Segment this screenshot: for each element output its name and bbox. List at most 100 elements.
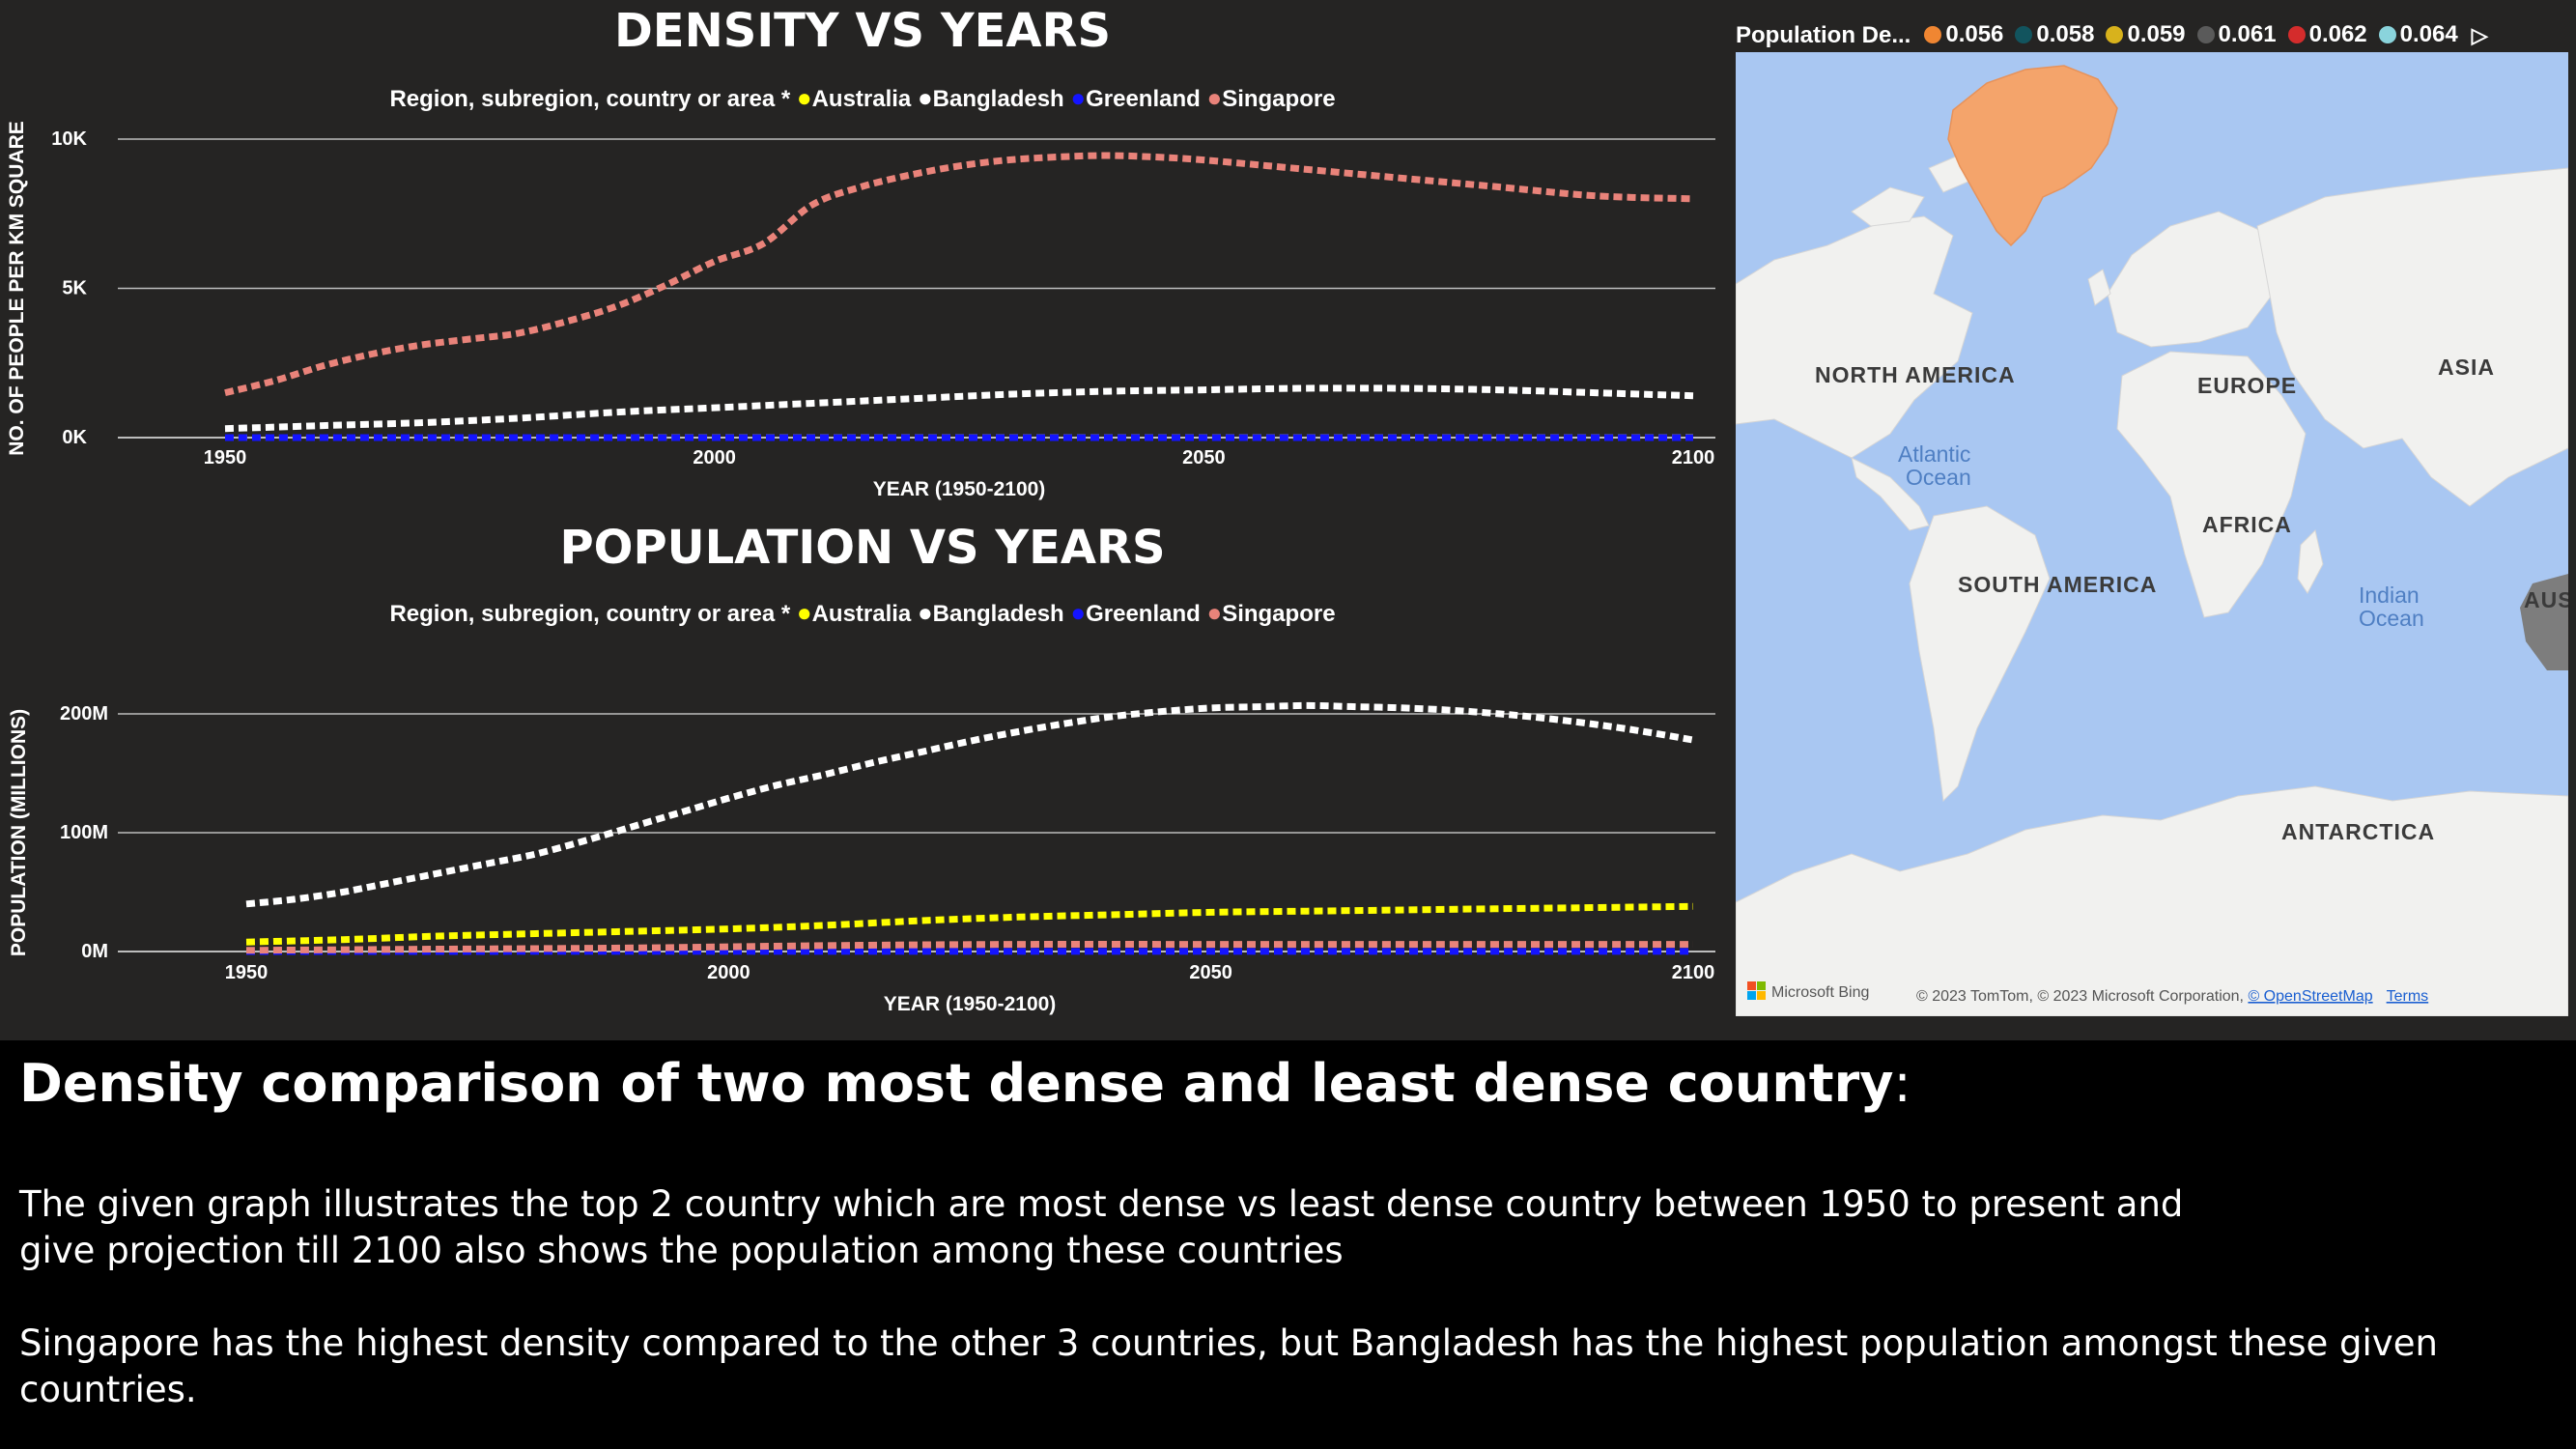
legend-dot-icon — [2378, 26, 2396, 43]
chart-density: DENSITY VS YEARS Region, subregion, count… — [6, 4, 1715, 500]
legend-title: Region, subregion, country or area * — [389, 86, 796, 112]
bing-logo-tile — [1747, 991, 1756, 1000]
greenland-highlight — [1947, 65, 2118, 247]
bing-logo-tile — [1757, 981, 1766, 990]
chart-population: POPULATION VS YEARS Region, subregion, co… — [8, 521, 1715, 1015]
legend-dot-icon — [2287, 26, 2306, 43]
map-attribution: Microsoft Bing © 2023 TomTom, © 2023 Mic… — [1747, 981, 2428, 1005]
legend-dot-icon: ● — [918, 598, 933, 627]
series-line-bangladesh — [245, 701, 1694, 908]
bing-logo-tile — [1757, 991, 1766, 1000]
y-tick-label: 10K — [51, 128, 87, 150]
para-1-line-1: The given graph illustrates the top 2 co… — [19, 1183, 2184, 1225]
legend-dot-icon: ● — [797, 83, 812, 112]
label-north-america: NORTH AMERICA — [1815, 362, 2016, 387]
legend-dot-icon: ● — [1070, 83, 1086, 112]
land-masses — [1736, 153, 2568, 1016]
caption-heading-suffix: : — [1893, 1053, 1911, 1114]
legend-item-label[interactable]: Australia — [812, 601, 918, 627]
legend-dot-icon: ● — [1070, 598, 1086, 627]
map-legend-label: 0.062 — [2308, 21, 2367, 47]
series-line-bangladesh — [224, 384, 1694, 433]
map-legend-title: Population De... — [1736, 22, 1911, 48]
legend-next-icon[interactable]: ▷ — [2471, 23, 2488, 47]
attribution-copyright: © 2023 TomTom, © 2023 Microsoft Corporat… — [1916, 988, 2248, 1005]
label-antarctica: ANTARCTICA — [2281, 819, 2435, 844]
para-2-line-1: Singapore has the highest density compar… — [19, 1322, 2438, 1364]
land-british-isles — [2087, 269, 2111, 306]
map-visual[interactable]: NORTH AMERICA EUROPE ASIA Atlantic Ocean… — [1736, 52, 2568, 1016]
terms-link[interactable]: Terms — [2387, 988, 2429, 1005]
charts-area: DENSITY VS YEARS Region, subregion, count… — [6, 4, 1715, 1015]
map-legend-item[interactable]: 0.059 — [2106, 21, 2186, 48]
legend-dot-icon: ● — [1206, 83, 1222, 112]
osm-link[interactable]: © OpenStreetMap — [2248, 988, 2372, 1005]
map-legend-item[interactable]: 0.062 — [2287, 21, 2367, 48]
x-tick-label: 2000 — [693, 447, 736, 469]
legend-item-label[interactable]: Singapore — [1222, 86, 1335, 112]
map-legend[interactable]: Population De... 0.056 0.058 0.059 0.061 0.0… — [1736, 14, 2576, 58]
land-australia — [2520, 574, 2568, 670]
label-australia-partial: AUS — [2524, 587, 2568, 612]
x-tick-label: 2100 — [1672, 447, 1715, 469]
legend-item-label[interactable]: Greenland — [1086, 86, 1206, 112]
legend-dot-icon — [2196, 26, 2215, 43]
legend-dot-icon — [2015, 26, 2033, 43]
map-legend-item[interactable]: 0.058 — [2015, 21, 2094, 48]
x-tick-label: 2000 — [707, 962, 750, 983]
series-line-singapore — [245, 941, 1693, 954]
x-tick-label: 2050 — [1189, 962, 1232, 983]
label-south-america: SOUTH AMERICA — [1958, 572, 2157, 597]
map-legend-label: 0.064 — [2399, 21, 2458, 47]
map-labels: NORTH AMERICA EUROPE ASIA Atlantic Ocean… — [1815, 355, 2568, 844]
x-axis-label: YEAR (1950-2100) — [884, 993, 1057, 1015]
caption-paragraph-2: Singapore has the highest density compar… — [19, 1321, 2492, 1413]
label-indian-1: Indian — [2359, 582, 2420, 608]
bing-logo-icon — [1747, 981, 1756, 990]
map-legend-label: 0.061 — [2218, 21, 2277, 47]
map-legend-label: 0.058 — [2036, 21, 2095, 47]
legend-item-label[interactable]: Bangladesh — [933, 86, 1071, 112]
land-asia — [2256, 167, 2568, 507]
series-line-singapore — [224, 152, 1694, 397]
label-indian-2: Ocean — [2359, 606, 2424, 631]
label-europe: EUROPE — [2197, 373, 2297, 398]
land-madagascar — [2297, 529, 2324, 594]
world-map[interactable]: NORTH AMERICA EUROPE ASIA Atlantic Ocean… — [1736, 52, 2568, 1016]
y-tick-label: 100M — [60, 822, 108, 843]
legend-dot-icon: ● — [797, 598, 812, 627]
legend-item-label[interactable]: Greenland — [1086, 601, 1206, 627]
y-tick-label: 0M — [81, 941, 108, 962]
legend-dot-icon — [1924, 26, 1942, 43]
caption-heading: Density comparison of two most dense and… — [19, 1050, 1911, 1118]
map-legend-label: 0.059 — [2127, 21, 2186, 47]
land-south-america — [1909, 505, 2051, 803]
caption-section: Density comparison of two most dense and… — [0, 1040, 2576, 1449]
legend-dot-icon: ● — [918, 83, 933, 112]
para-2-line-2: countries. — [19, 1369, 197, 1410]
x-tick-label: 1950 — [204, 447, 247, 469]
y-axis-label: NO. OF PEOPLE PER KM SQUARE — [6, 121, 28, 456]
x-tick-label: 2050 — [1182, 447, 1226, 469]
land-antarctica — [1736, 785, 2568, 1016]
y-axis-label: POPULATION (MILLIONS) — [8, 709, 30, 956]
map-legend-item[interactable]: 0.064 — [2378, 21, 2458, 48]
legend-dot-icon — [2106, 26, 2124, 43]
chart-legend: Region, subregion, country or area * ●Au… — [389, 83, 1335, 112]
x-tick-label: 1950 — [225, 962, 269, 983]
land-north-america — [1736, 215, 1973, 459]
map-legend-item[interactable]: 0.061 — [2196, 21, 2277, 48]
label-atlantic-2: Ocean — [1906, 465, 1971, 490]
legend-dot-icon: ● — [1206, 598, 1222, 627]
y-tick-label: 5K — [62, 278, 87, 299]
x-axis-label: YEAR (1950-2100) — [873, 478, 1046, 500]
legend-item-label[interactable]: Australia — [812, 86, 918, 112]
attribution-text: © 2023 TomTom, © 2023 Microsoft Corporat… — [1916, 988, 2428, 1005]
caption-paragraph-1: The given graph illustrates the top 2 co… — [19, 1181, 2492, 1274]
bing-label: Microsoft Bing — [1771, 984, 1869, 1001]
legend-item-label[interactable]: Singapore — [1222, 601, 1335, 627]
legend-item-label[interactable]: Bangladesh — [933, 601, 1071, 627]
chart-legend: Region, subregion, country or area * ●Au… — [389, 598, 1335, 627]
map-legend-item[interactable]: 0.056 — [1924, 21, 2003, 48]
label-atlantic-1: Atlantic — [1898, 441, 1970, 467]
